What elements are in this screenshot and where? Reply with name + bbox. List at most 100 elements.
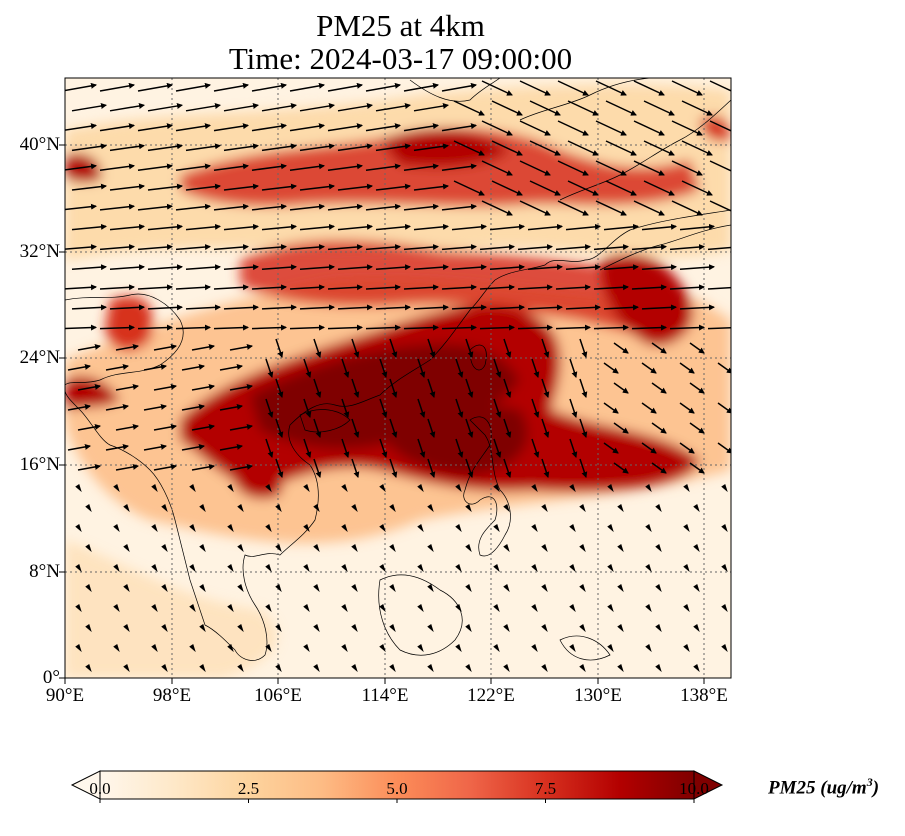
wind-arrow bbox=[109, 183, 145, 191]
wind-arrow bbox=[191, 423, 215, 431]
lon-tick-label: 130°E bbox=[574, 685, 622, 706]
wind-arrow bbox=[109, 143, 145, 152]
wind-arrow bbox=[455, 398, 464, 418]
wind-arrow bbox=[161, 664, 168, 673]
wind-arrow bbox=[689, 462, 705, 474]
wind-arrow bbox=[671, 80, 703, 96]
wind-arrow bbox=[153, 423, 177, 431]
wind-arrow bbox=[529, 140, 561, 156]
lon-tick-label: 114°E bbox=[361, 685, 409, 706]
wind-arrow bbox=[671, 160, 703, 176]
wind-arrow bbox=[229, 423, 253, 431]
wind-arrow bbox=[365, 324, 401, 331]
wind-arrow bbox=[275, 418, 284, 438]
wind-arrow bbox=[607, 604, 614, 613]
wind-arrow bbox=[717, 362, 731, 374]
wind-arrow bbox=[679, 362, 695, 374]
wind-arrow bbox=[185, 143, 221, 152]
wind-arrow bbox=[645, 644, 652, 653]
wind-arrow bbox=[227, 644, 234, 653]
wind-arrow bbox=[527, 223, 563, 231]
wind-arrow bbox=[237, 504, 244, 513]
wind-arrow bbox=[137, 244, 173, 251]
wind-arrow bbox=[455, 524, 462, 533]
wind-arrow bbox=[137, 203, 173, 211]
wind-arrow bbox=[299, 103, 335, 112]
wind-arrow bbox=[351, 378, 360, 398]
wind-arrow bbox=[607, 644, 614, 653]
wind-arrow bbox=[77, 423, 101, 431]
wind-arrow bbox=[555, 324, 591, 331]
wind-arrow bbox=[693, 584, 700, 593]
wind-arrow bbox=[605, 100, 637, 116]
wind-arrow bbox=[351, 664, 358, 673]
wind-arrow bbox=[655, 544, 662, 553]
wind-arrow bbox=[679, 223, 715, 231]
wind-arrow bbox=[679, 264, 715, 271]
wind-arrow bbox=[669, 284, 705, 291]
colorbar-tick-label: 7.5 bbox=[534, 779, 557, 798]
wind-arrow bbox=[503, 624, 510, 633]
wind-arrow bbox=[341, 564, 348, 573]
wind-arrow bbox=[147, 264, 183, 271]
wind-arrow bbox=[645, 604, 652, 613]
wind-arrow bbox=[643, 140, 675, 156]
wind-arrow bbox=[651, 382, 667, 394]
wind-arrow bbox=[109, 223, 145, 231]
wind-arrow bbox=[147, 183, 183, 191]
wind-arrow bbox=[567, 140, 599, 156]
wind-arrow bbox=[689, 342, 705, 354]
wind-arrow bbox=[237, 584, 244, 593]
wind-arrow bbox=[379, 358, 388, 378]
wind-arrow bbox=[161, 504, 168, 513]
wind-arrow bbox=[531, 398, 540, 418]
wind-arrow bbox=[303, 484, 310, 493]
wind-arrow bbox=[275, 458, 284, 478]
wind-arrow bbox=[71, 103, 107, 112]
wind-arrow bbox=[479, 324, 515, 331]
wind-arrow bbox=[503, 544, 510, 553]
wind-arrow bbox=[565, 304, 601, 311]
wind-arrow bbox=[213, 123, 249, 132]
wind-arrow bbox=[503, 664, 510, 673]
wind-arrow bbox=[417, 358, 426, 378]
wind-arrow bbox=[579, 584, 586, 593]
colorbar-tick-label: 10.0 bbox=[679, 779, 709, 798]
wind-arrow bbox=[541, 504, 548, 513]
lon-tick-label: 138°E bbox=[680, 685, 728, 706]
wind-arrow bbox=[721, 604, 728, 613]
wind-arrow bbox=[275, 664, 282, 673]
lat-tick-label: 24°N bbox=[19, 347, 60, 368]
wind-arrow bbox=[375, 264, 411, 271]
wind-arrow bbox=[465, 378, 474, 398]
wind-arrow bbox=[237, 544, 244, 553]
wind-arrow bbox=[389, 664, 396, 673]
wind-arrow bbox=[579, 418, 588, 438]
wind-arrow bbox=[327, 82, 363, 92]
wind-arrow bbox=[389, 544, 396, 553]
wind-arrow bbox=[185, 103, 221, 112]
wind-arrow bbox=[579, 544, 586, 553]
wind-arrow bbox=[493, 564, 500, 573]
wind-arrow bbox=[65, 163, 97, 171]
wind-arrow bbox=[707, 286, 731, 290]
wind-arrow bbox=[175, 82, 211, 92]
wind-arrow bbox=[143, 443, 167, 451]
wind-arrow bbox=[261, 223, 297, 231]
wind-arrow bbox=[689, 422, 705, 434]
wind-arrow bbox=[633, 160, 665, 176]
wind-arrow bbox=[341, 524, 348, 533]
wind-arrow bbox=[251, 163, 287, 171]
wind-arrow bbox=[529, 180, 561, 196]
wind-arrow bbox=[493, 484, 500, 493]
wind-arrow bbox=[451, 223, 487, 231]
wind-arrow bbox=[683, 524, 690, 533]
wind-arrow bbox=[299, 223, 335, 231]
wind-arrow bbox=[67, 403, 91, 411]
wind-arrow bbox=[645, 484, 652, 493]
lon-tick-label: 106°E bbox=[254, 685, 302, 706]
wind-arrow bbox=[275, 378, 284, 398]
wind-arrow bbox=[105, 443, 129, 451]
wind-arrow bbox=[403, 203, 439, 211]
wind-arrow bbox=[441, 203, 477, 211]
